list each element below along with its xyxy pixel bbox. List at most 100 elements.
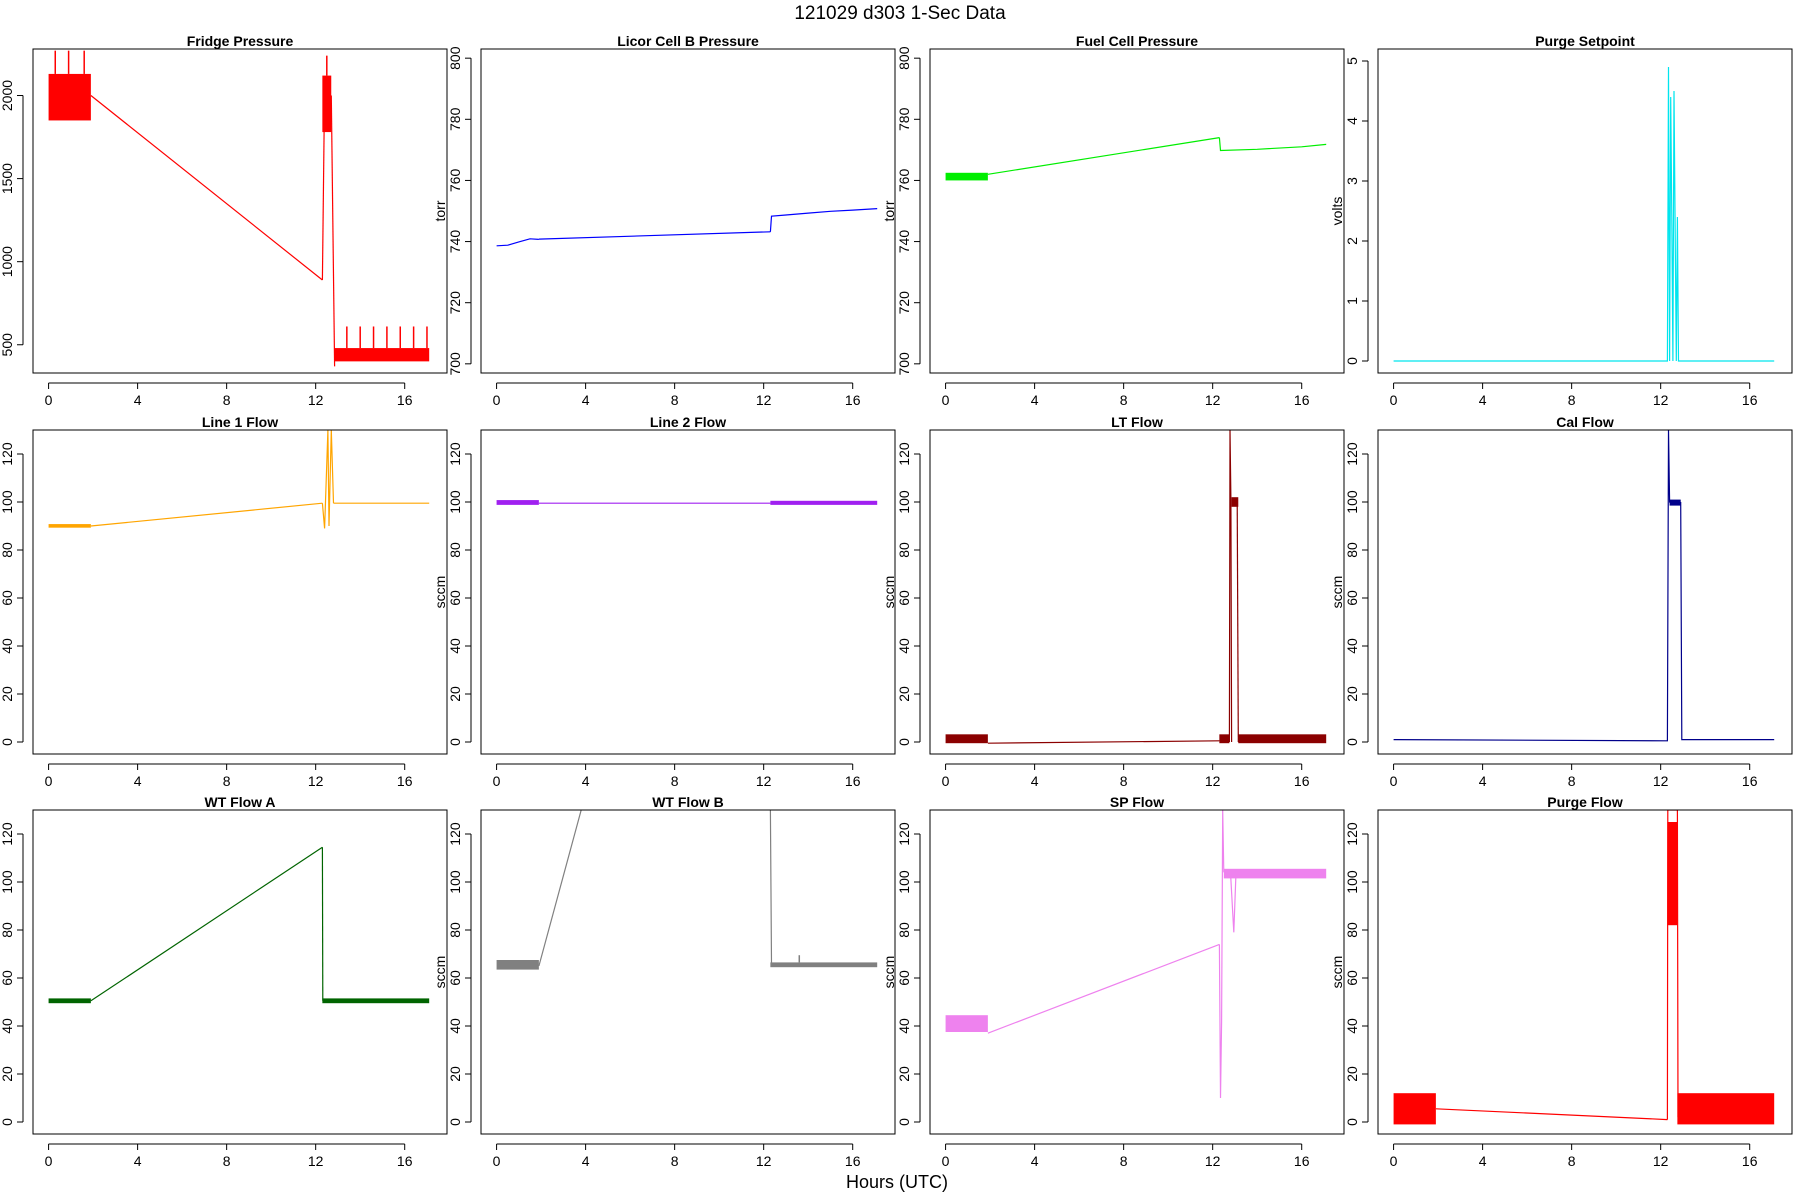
y-tick-label: 20: [447, 686, 463, 702]
y-tick-label: 800: [896, 46, 912, 70]
y-tick-label: 80: [896, 542, 912, 558]
y-tick-label: 120: [0, 822, 15, 846]
y-tick-label: 120: [447, 822, 463, 846]
panel-title: Cal Flow: [1556, 414, 1614, 430]
x-tick-label: 4: [1031, 392, 1039, 408]
panel-title: Purge Setpoint: [1535, 33, 1635, 49]
series-band: [48, 524, 91, 528]
y-tick-label: 1: [1344, 297, 1360, 305]
y-tick-label: 80: [447, 542, 463, 558]
x-tick-label: 12: [308, 392, 324, 408]
x-tick-label: 0: [493, 773, 501, 789]
y-tick-label: 120: [1344, 442, 1360, 466]
x-tick-label: 12: [1205, 392, 1221, 408]
x-tick-label: 4: [582, 392, 590, 408]
y-tick-label: 60: [447, 590, 463, 606]
y-tick-label: 40: [896, 1018, 912, 1034]
series-line: [90, 95, 323, 281]
series-line: [1666, 810, 1679, 1120]
chart-panel-2: Fuel Cell Pressure 0 4 8 12 16 700 720 740 760 780…: [881, 33, 1345, 408]
series-line: [330, 95, 336, 367]
y-tick-label: 60: [896, 970, 912, 986]
y-tick-label: 80: [0, 542, 15, 558]
plot-area: [48, 50, 430, 367]
y-tick-label: 100: [896, 490, 912, 514]
x-tick-label: 4: [1479, 773, 1487, 789]
series-band: [1219, 734, 1230, 744]
plot-frame: [1377, 429, 1793, 755]
y-tick-label: 80: [1344, 922, 1360, 938]
y-tick-label: 720: [896, 291, 912, 315]
x-tick-label: 12: [756, 1153, 772, 1169]
x-tick-label: 12: [1205, 773, 1221, 789]
y-tick-label: 0: [447, 1118, 463, 1126]
series-line: [1229, 872, 1237, 933]
y-tick-label: 0: [0, 1118, 15, 1126]
x-tick-label: 16: [1742, 773, 1758, 789]
x-tick-label: 12: [1653, 773, 1669, 789]
y-tick-label: 20: [896, 1066, 912, 1082]
y-tick-label: 40: [896, 638, 912, 654]
chart-panel-6: LT Flow 0 4 8 12 16 0 20 40 60 80 100 120 sccm: [881, 414, 1345, 789]
plot-frame: [480, 48, 896, 374]
plot-area: [496, 810, 878, 970]
y-tick-label: 80: [896, 922, 912, 938]
plot-frame: [32, 809, 448, 1135]
chart-panel-11: Purge Flow 0 4 8 12 16 0 20 40 60 80 100 120 sccm: [1329, 794, 1793, 1169]
y-tick-label: 20: [447, 1066, 463, 1082]
series-band: [1238, 734, 1327, 744]
series-line: [1228, 430, 1233, 743]
series-line: [1218, 810, 1225, 1099]
series-line: [1218, 137, 1327, 152]
chart-panel-7: Cal Flow 0 4 8 12 16 0 20 40 60 80 100 120 sccm: [1329, 414, 1793, 789]
x-tick-label: 4: [134, 773, 142, 789]
y-tick-label: 20: [0, 1066, 15, 1082]
series-line: [1435, 1108, 1668, 1121]
series-line: [321, 430, 335, 529]
y-tick-label: 20: [1344, 1066, 1360, 1082]
x-tick-label: 12: [1653, 1153, 1669, 1169]
x-tick-label: 8: [223, 773, 231, 789]
x-tick-label: 8: [1120, 1153, 1128, 1169]
x-tick-label: 0: [1390, 392, 1398, 408]
panel-title: Fuel Cell Pressure: [1076, 33, 1198, 49]
x-tick-label: 4: [582, 773, 590, 789]
y-tick-label: 740: [447, 230, 463, 254]
plot-area: [1393, 810, 1775, 1125]
x-tick-label: 4: [1031, 1153, 1039, 1169]
x-tick-label: 12: [308, 1153, 324, 1169]
figure-title: 121029 d303 1-Sec Data: [794, 3, 1006, 24]
panel-title: WT Flow A: [204, 794, 275, 810]
plot-frame: [32, 429, 448, 755]
x-tick-label: 16: [1294, 392, 1310, 408]
y-tick-label: 40: [447, 638, 463, 654]
y-tick-label: 5: [1344, 57, 1360, 65]
series-band: [322, 75, 332, 133]
plot-frame: [929, 809, 1345, 1135]
chart-panel-1: Licor Cell B Pressure 0 4 8 12 16 700 720 740 760…: [432, 33, 896, 408]
y-tick-label: 1000: [0, 246, 15, 277]
x-tick-label: 8: [1120, 392, 1128, 408]
y-tick-label: 80: [0, 922, 15, 938]
y-axis-label: sccm: [432, 956, 448, 989]
y-axis-label: torr: [432, 200, 448, 221]
plot-area: [945, 810, 1327, 1099]
y-tick-label: 120: [1344, 822, 1360, 846]
y-tick-label: 120: [0, 442, 15, 466]
plot-area: [945, 137, 1327, 181]
y-axis-label: sccm: [881, 956, 897, 989]
chart-panel-4: Line 1 Flow 0 4 8 12 16 0 20 40 60 80 100 120 sccm: [0, 414, 448, 789]
panel-title: Line 2 Flow: [650, 414, 726, 430]
y-tick-label: 40: [1344, 1018, 1360, 1034]
series-band: [945, 734, 988, 744]
y-tick-label: 4: [1344, 117, 1360, 125]
y-tick-label: 760: [896, 169, 912, 193]
y-tick-label: 0: [896, 1118, 912, 1126]
y-axis-label: torr: [881, 200, 897, 221]
series-band: [334, 348, 430, 362]
y-tick-label: 740: [896, 230, 912, 254]
chart-panel-9: WT Flow B 0 4 8 12 16 0 20 40 60 80 100 120 sccm: [432, 794, 896, 1169]
panel-title: Purge Flow: [1547, 794, 1623, 810]
y-tick-label: 0: [1344, 357, 1360, 365]
plot-area: [48, 846, 430, 1004]
